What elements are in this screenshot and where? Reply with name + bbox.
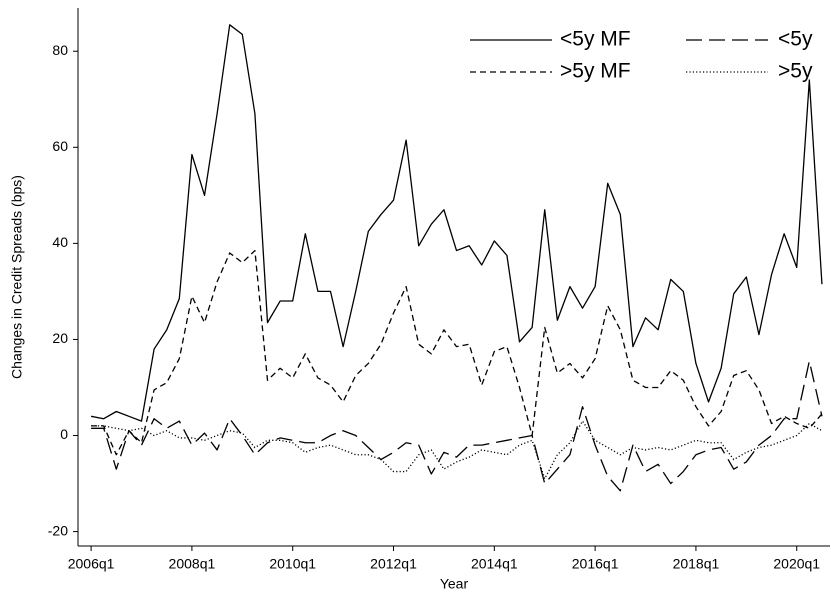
series-line: [91, 360, 823, 492]
y-tick-label: 60: [52, 138, 68, 154]
legend-label: <5y: [778, 28, 813, 51]
y-tick-label: -20: [48, 522, 68, 538]
x-tick-label: 2006q1: [68, 556, 115, 572]
x-tick-label: 2020q1: [773, 556, 820, 572]
x-tick-label: 2014q1: [471, 556, 518, 572]
x-tick-label: 2012q1: [370, 556, 417, 572]
series-line: [90, 24, 823, 422]
x-tick-label: 2008q1: [169, 556, 216, 572]
y-tick-label: 20: [52, 330, 68, 346]
y-tick-label: 80: [52, 42, 68, 58]
y-tick-label: 40: [52, 234, 68, 250]
x-axis-title: Year: [440, 576, 469, 592]
legend-label: <5y MF: [560, 28, 631, 51]
x-tick-label: 2016q1: [572, 556, 619, 572]
y-tick-label: 0: [60, 426, 68, 442]
legend-label: >5y MF: [560, 60, 631, 83]
series-line: [91, 249, 823, 456]
series-line: [91, 420, 823, 480]
legend-label: >5y: [778, 60, 813, 83]
x-tick-label: 2010q1: [269, 556, 316, 572]
y-axis-title: Changes in Credit Spreads (bps): [9, 175, 25, 379]
x-tick-label: 2018q1: [673, 556, 720, 572]
